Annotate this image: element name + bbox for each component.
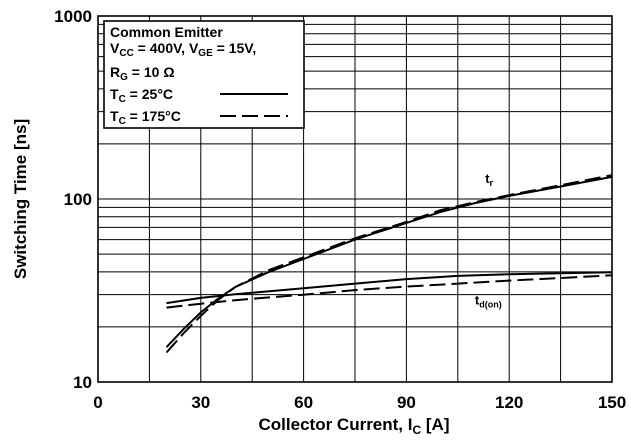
x-axis-label-suffix: [A] bbox=[421, 415, 449, 434]
plot-frame bbox=[97, 15, 613, 383]
series-layer bbox=[165, 174, 613, 354]
y-tick-labels: 10 100 1000 bbox=[54, 7, 92, 392]
x-tick-label: 60 bbox=[294, 393, 313, 412]
legend-heading: Common Emitter bbox=[110, 24, 223, 40]
legend-condition-vcc-vge: VCC = 400V, VGE = 15V, bbox=[110, 40, 256, 59]
y-tick-label: 10 bbox=[73, 373, 92, 392]
series-tr-dashed bbox=[165, 174, 613, 354]
series-td_on-dashed bbox=[166, 274, 613, 309]
x-axis-label-sub: C bbox=[412, 423, 421, 437]
x-tick-label: 120 bbox=[495, 393, 523, 412]
x-axis-label-main: Collector Current, I bbox=[259, 415, 413, 434]
x-tick-label: 90 bbox=[397, 393, 416, 412]
legend-entry-175c: TC = 175°C bbox=[110, 108, 181, 127]
legend-box bbox=[103, 20, 305, 129]
x-tick-label: 0 bbox=[93, 393, 102, 412]
x-tick-labels: 0 30 60 90 120 150 bbox=[93, 393, 626, 412]
legend-entry-25c: TC = 25°C bbox=[110, 86, 173, 105]
series-td_on-solid bbox=[166, 271, 613, 305]
legend-condition-rg: RG = 10 Ω bbox=[110, 64, 175, 83]
annotation-tr: tr bbox=[485, 171, 493, 188]
x-tick-label: 150 bbox=[598, 393, 626, 412]
legend: Common Emitter VCC = 400V, VGE = 15V, RG… bbox=[103, 20, 305, 129]
y-axis-label: Switching Time [ns] bbox=[11, 119, 30, 279]
y-tick-label: 1000 bbox=[54, 7, 92, 26]
x-axis-label: Collector Current, IC [A] bbox=[259, 415, 450, 437]
series-tr-solid bbox=[165, 175, 613, 348]
annotation-td-on: td(on) bbox=[475, 293, 502, 310]
grid bbox=[97, 15, 613, 383]
x-tick-label: 30 bbox=[191, 393, 210, 412]
y-tick-label: 100 bbox=[64, 190, 92, 209]
